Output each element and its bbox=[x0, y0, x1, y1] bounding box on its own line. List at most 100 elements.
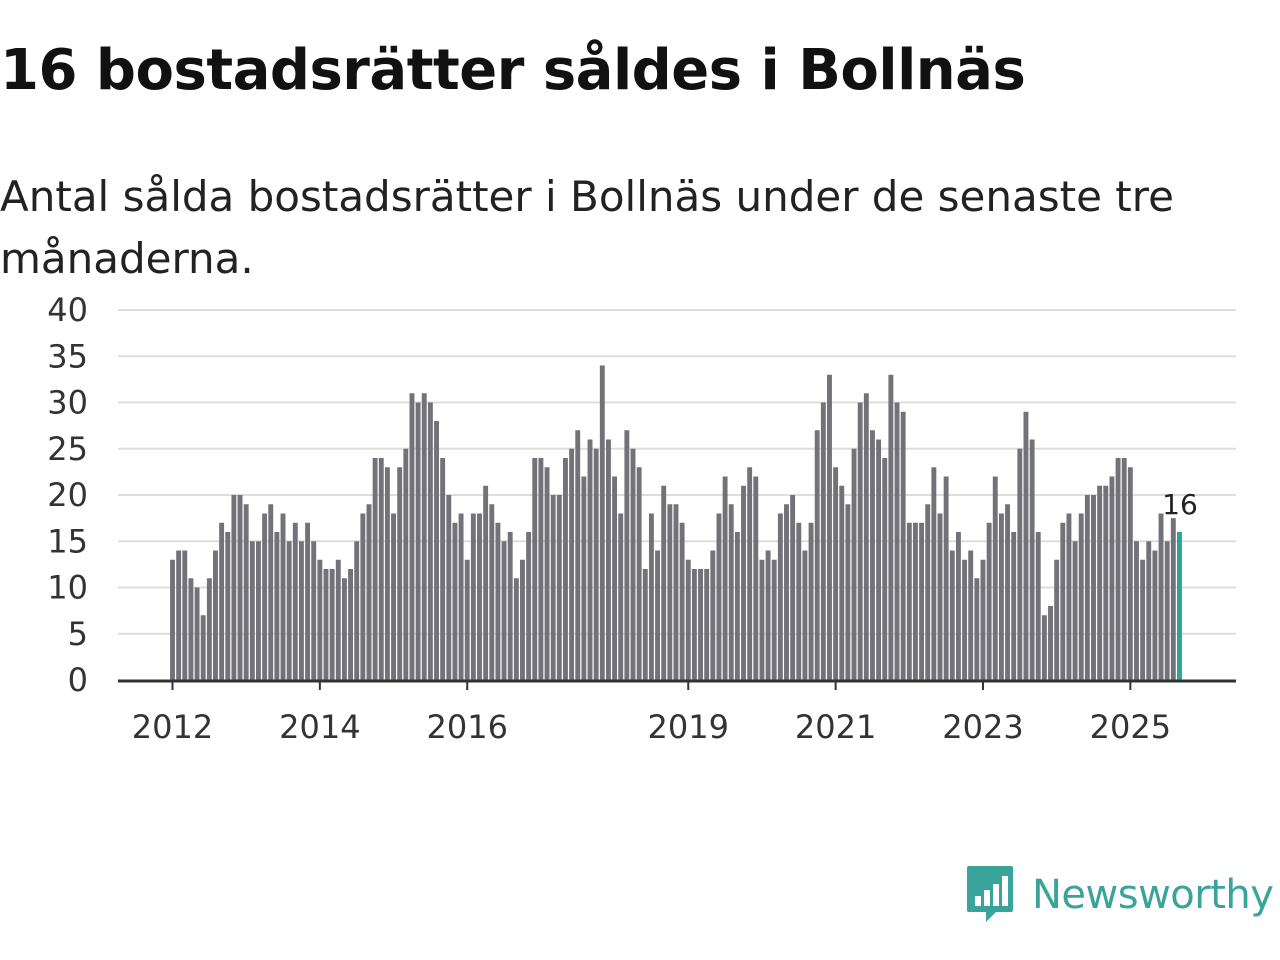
bar bbox=[759, 559, 765, 680]
bar bbox=[943, 476, 949, 680]
bar bbox=[648, 513, 654, 680]
bar bbox=[262, 513, 268, 680]
brand-name: Newsworthy bbox=[1032, 872, 1274, 918]
chart-subtitle: Antal sålda bostadsrätter i Bollnäs unde… bbox=[0, 172, 1174, 283]
bar bbox=[980, 559, 986, 680]
bar bbox=[237, 495, 243, 680]
bar bbox=[612, 476, 618, 680]
bars bbox=[170, 365, 1182, 680]
bar bbox=[955, 532, 961, 680]
bar bbox=[765, 550, 771, 680]
bar bbox=[194, 587, 200, 680]
y-tick-label: 35 bbox=[47, 337, 88, 375]
bar bbox=[630, 448, 636, 680]
bar bbox=[378, 458, 384, 680]
bar bbox=[1023, 411, 1029, 680]
bar bbox=[274, 532, 280, 680]
bar bbox=[335, 559, 341, 680]
bar bbox=[1121, 458, 1127, 680]
bar bbox=[734, 532, 740, 680]
bar bbox=[784, 504, 789, 680]
bar bbox=[1170, 518, 1176, 680]
bar bbox=[691, 569, 697, 680]
bar bbox=[771, 559, 777, 680]
bar bbox=[483, 485, 489, 680]
bar bbox=[556, 495, 562, 680]
bar bbox=[642, 569, 648, 680]
bar bbox=[1127, 467, 1133, 680]
bar bbox=[827, 374, 832, 680]
bar bbox=[882, 458, 888, 680]
y-tick-label: 25 bbox=[47, 430, 88, 468]
bar bbox=[176, 550, 182, 680]
bar bbox=[544, 467, 550, 680]
last-value-label: 16 bbox=[1162, 488, 1198, 521]
bar bbox=[513, 578, 519, 680]
bar bbox=[937, 513, 943, 680]
bar bbox=[311, 541, 317, 680]
bar bbox=[710, 550, 716, 680]
bar bbox=[931, 467, 937, 680]
bar bbox=[716, 513, 722, 680]
newsworthy-logo-icon bbox=[967, 866, 1013, 922]
bar bbox=[446, 495, 452, 680]
bar bbox=[1072, 541, 1078, 680]
bar bbox=[593, 448, 599, 680]
bar bbox=[182, 550, 188, 680]
bar bbox=[906, 522, 912, 680]
bar bbox=[1005, 504, 1010, 680]
y-tick-label: 15 bbox=[47, 522, 88, 560]
bar bbox=[280, 513, 286, 680]
bar bbox=[434, 421, 439, 680]
y-tick-label: 30 bbox=[47, 384, 88, 422]
bar bbox=[912, 522, 918, 680]
x-axis-ticks: 2012 2014 2016 2019 2021 2023 2025 bbox=[132, 681, 1171, 746]
bar bbox=[421, 393, 427, 680]
bar bbox=[1060, 522, 1066, 680]
bar bbox=[968, 550, 974, 680]
bar bbox=[618, 513, 624, 680]
bar bbox=[636, 467, 642, 680]
bar bbox=[857, 402, 863, 680]
bar bbox=[575, 430, 581, 680]
x-tick-label: 2025 bbox=[1090, 708, 1171, 746]
x-tick-label: 2019 bbox=[648, 708, 729, 746]
bar bbox=[1017, 448, 1023, 680]
y-tick-label: 5 bbox=[68, 615, 88, 653]
bar bbox=[753, 476, 759, 680]
x-tick-label: 2021 bbox=[795, 708, 876, 746]
bar bbox=[495, 522, 501, 680]
bar bbox=[839, 485, 845, 680]
bar bbox=[292, 522, 298, 680]
y-tick-label: 40 bbox=[47, 291, 88, 329]
bar bbox=[1146, 541, 1152, 680]
bar bbox=[329, 569, 335, 680]
bar bbox=[1011, 532, 1017, 680]
bar bbox=[796, 522, 802, 680]
bar bbox=[1035, 532, 1041, 680]
bar bbox=[305, 522, 311, 680]
brand-logo: Newsworthy bbox=[964, 864, 1274, 926]
bar bbox=[1152, 550, 1158, 680]
bar bbox=[1140, 559, 1146, 680]
bar bbox=[225, 532, 231, 680]
bar bbox=[667, 504, 673, 680]
bar bbox=[581, 476, 587, 680]
bar-latest bbox=[1177, 532, 1182, 680]
bar bbox=[219, 522, 225, 680]
bar bbox=[501, 541, 507, 680]
bar bbox=[741, 485, 746, 680]
y-axis-ticks: 0 5 10 15 20 25 30 35 40 bbox=[47, 291, 88, 699]
bar bbox=[820, 402, 826, 680]
bar bbox=[403, 448, 409, 680]
x-tick-label: 2023 bbox=[942, 708, 1023, 746]
bar bbox=[894, 402, 900, 680]
bar bbox=[747, 467, 753, 680]
bar bbox=[802, 550, 808, 680]
bar bbox=[409, 393, 415, 680]
bar bbox=[777, 513, 783, 680]
bar bbox=[790, 495, 796, 680]
bar bbox=[526, 532, 532, 680]
bar bbox=[605, 439, 611, 680]
bar bbox=[391, 513, 396, 680]
